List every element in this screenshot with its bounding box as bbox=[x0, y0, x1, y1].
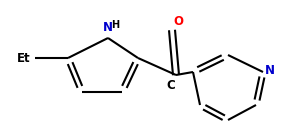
Text: N: N bbox=[103, 21, 113, 34]
Text: Et: Et bbox=[16, 52, 30, 64]
Text: C: C bbox=[167, 79, 176, 92]
Text: O: O bbox=[173, 15, 183, 28]
Text: H: H bbox=[111, 20, 119, 30]
Text: N: N bbox=[265, 64, 275, 76]
